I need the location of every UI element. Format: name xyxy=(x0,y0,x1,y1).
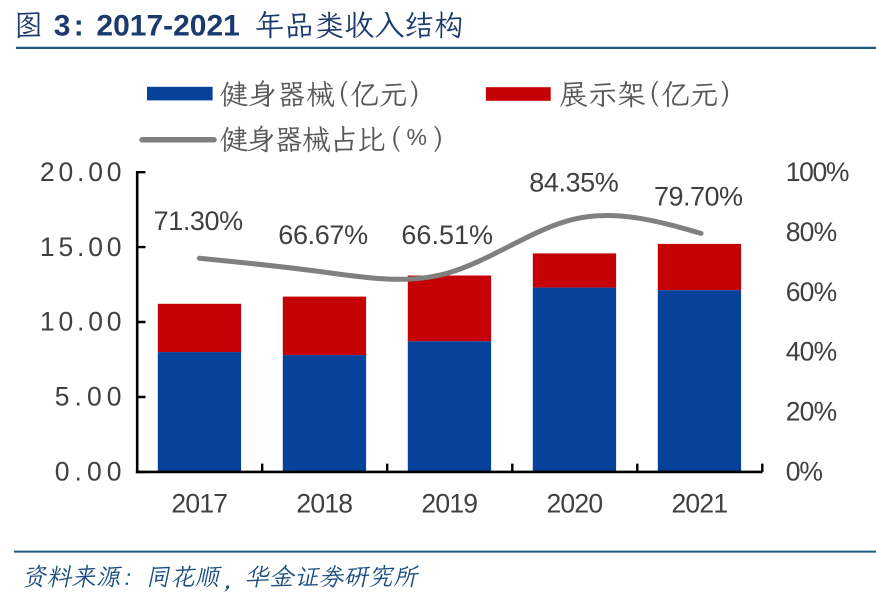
svg-text:0%: 0% xyxy=(786,457,823,487)
svg-text:10.00: 10.00 xyxy=(40,307,122,337)
svg-text:2017-2021: 2017-2021 xyxy=(96,10,239,43)
svg-text:84.35%: 84.35% xyxy=(529,168,619,198)
svg-text:40%: 40% xyxy=(786,337,838,367)
svg-text:%: % xyxy=(407,124,427,150)
svg-text:66.67%: 66.67% xyxy=(278,220,368,250)
svg-text:66.51%: 66.51% xyxy=(401,220,493,250)
svg-text:2020: 2020 xyxy=(546,488,603,518)
svg-text:5.00: 5.00 xyxy=(55,382,122,412)
svg-text:20%: 20% xyxy=(786,397,838,427)
svg-text:3: 3 xyxy=(54,10,71,43)
svg-text:100%: 100% xyxy=(786,157,850,187)
svg-text::: : xyxy=(74,10,84,43)
svg-text:20.00: 20.00 xyxy=(40,157,122,187)
svg-text:2017: 2017 xyxy=(171,488,228,518)
svg-text:2019: 2019 xyxy=(421,488,478,518)
svg-text:79.70%: 79.70% xyxy=(654,182,743,212)
svg-text:71.30%: 71.30% xyxy=(154,206,244,236)
svg-text:0.00: 0.00 xyxy=(55,457,122,487)
svg-text:80%: 80% xyxy=(786,217,838,247)
svg-text:60%: 60% xyxy=(786,277,838,307)
svg-text:2018: 2018 xyxy=(296,488,353,518)
svg-text:2021: 2021 xyxy=(671,488,728,518)
svg-text:15.00: 15.00 xyxy=(40,232,122,262)
